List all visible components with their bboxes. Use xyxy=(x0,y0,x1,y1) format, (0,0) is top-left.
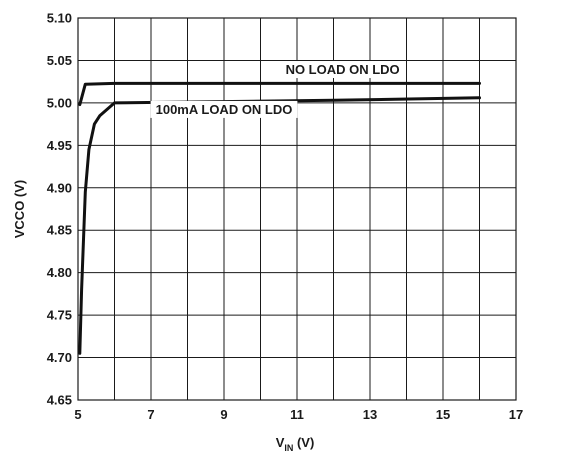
x-tick-label: 7 xyxy=(147,407,154,422)
y-tick-label: 4.75 xyxy=(47,308,72,323)
x-tick-label: 15 xyxy=(436,407,450,422)
annotation-2: 100mA LOAD ON LDO xyxy=(150,100,298,118)
y-axis-title: VCCO (V) xyxy=(12,180,27,239)
x-tick-label: 9 xyxy=(220,407,227,422)
x-tick-label: 13 xyxy=(363,407,377,422)
y-tick-label: 4.70 xyxy=(47,350,72,365)
y-tick-label: 5.10 xyxy=(47,11,72,26)
x-tick-labels: 5 7 9 11 13 15 17 xyxy=(74,407,523,422)
series-group xyxy=(78,81,481,355)
y-tick-label: 4.80 xyxy=(47,265,72,280)
annotations: NO LOAD ON LDO 100mA LOAD ON LDO xyxy=(150,61,405,118)
series-line-1 xyxy=(78,81,481,107)
x-axis-title: VIN (V) xyxy=(276,435,315,453)
annotation-bg xyxy=(150,100,298,118)
annotation-label: NO LOAD ON LDO xyxy=(286,62,400,77)
x-axis-title-unit: (V) xyxy=(293,435,314,450)
x-tick-label: 11 xyxy=(290,407,304,422)
annotation-bg xyxy=(280,61,405,79)
y-tick-label: 4.65 xyxy=(47,393,72,408)
annotation-1: NO LOAD ON LDO xyxy=(280,61,405,79)
x-axis-title-main: V xyxy=(276,435,285,450)
y-tick-label: 4.90 xyxy=(47,180,72,195)
y-tick-label: 5.00 xyxy=(47,95,72,110)
y-tick-label: 4.95 xyxy=(47,138,72,153)
x-axis-title-sub: IN xyxy=(284,443,293,453)
y-tick-label: 4.85 xyxy=(47,223,72,238)
plot-frame xyxy=(77,17,517,401)
annotation-label: 100mA LOAD ON LDO xyxy=(156,102,293,117)
x-tick-label: 5 xyxy=(74,407,81,422)
y-tick-labels: 4.65 4.70 4.75 4.80 4.85 4.90 4.95 5.00 5.05 5.10 xyxy=(47,11,72,408)
x-tick-label: 17 xyxy=(509,407,523,422)
y-tick-label: 5.05 xyxy=(47,53,72,68)
